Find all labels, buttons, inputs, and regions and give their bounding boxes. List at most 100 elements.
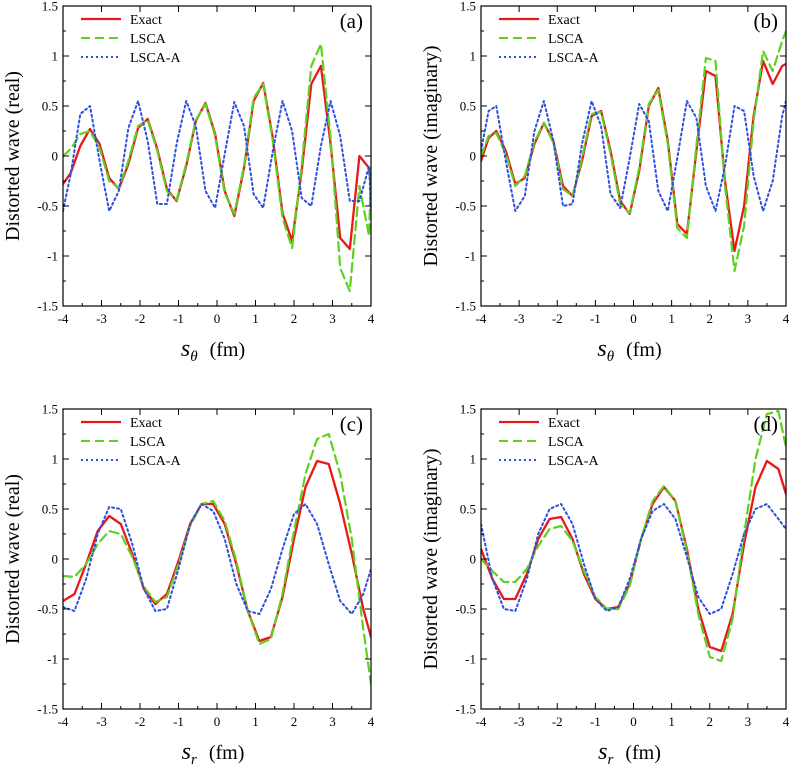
x-tick-label: 4 [783,714,790,729]
y-tick-label: 0 [52,149,59,164]
y-tick-label: 1 [470,452,477,467]
y-tick-label: -1.5 [455,299,476,314]
x-tick-label: 1 [252,311,259,326]
legend-label: Exact [548,416,580,431]
series-line-lsca-a [481,100,786,212]
legend-label: LSCA [548,435,585,450]
x-tick-label: -3 [96,714,107,729]
plot-frame [480,408,787,710]
panel-label: (c) [340,412,363,436]
x-tick-label: -2 [552,311,563,326]
series-line-lsca-a [63,100,371,212]
series-line-lsca [481,29,786,273]
x-tick-label: -3 [514,311,525,326]
x-tick-label: -3 [514,714,525,729]
x-tick-label: 2 [707,311,714,326]
series-line-lsca [481,409,786,663]
x-tick-label: 2 [291,311,298,326]
x-axis-label: sr (fm) [182,739,245,766]
legend-label: LSCA [548,32,585,47]
x-tick-label: 4 [368,714,375,729]
x-tick-label: 1 [252,714,259,729]
chart-panel-2: -4 -3 -2 -1 0 1 2 3 4 1.5 1 0.5 0 -0.5 -1 -1.5 sθ (fm) Dis… [420,0,790,365]
y-tick-label: -1.5 [37,299,58,314]
legend-label: LSCA [130,435,167,450]
x-tick-label: -1 [173,714,184,729]
legend-label: Exact [130,416,162,431]
y-tick-label: 0.5 [460,99,476,114]
legend-label: LSCA-A [130,454,181,469]
x-tick-label: 2 [291,714,298,729]
y-axis-label: Distorted wave (imaginary) [420,448,442,669]
y-tick-label: 1.5 [42,402,58,417]
x-tick-label: -1 [590,714,601,729]
legend-label: Exact [548,13,580,28]
series-line-exact [481,59,786,253]
x-tick-label: -2 [135,714,146,729]
x-tick-label: 1 [668,714,675,729]
x-tick-label: 0 [630,714,637,729]
x-tick-label: 1 [668,311,675,326]
legend-label: LSCA [130,32,167,47]
y-tick-label: 0 [470,149,477,164]
x-tick-label: 0 [214,714,221,729]
x-tick-label: -1 [173,311,184,326]
series-line-exact [481,459,786,653]
y-tick-label: 0 [470,552,477,567]
series-line-lsca-a [481,503,786,615]
y-tick-label: 1 [52,49,59,64]
x-tick-label: -4 [58,311,69,326]
y-tick-label: 1.5 [460,402,476,417]
y-tick-label: -1 [47,652,58,667]
y-axis-label: Distorted wave (real) [2,474,24,644]
chart-panel-1: -4 -3 -2 -1 0 1 2 3 4 1.5 1 0.5 0 -0.5 -1 -1.5 sθ (fm) Dis… [2,0,375,365]
y-tick-label: -1.5 [37,702,58,717]
x-tick-label: 4 [783,311,790,326]
y-axis-label: Distorted wave (imaginary) [420,45,442,266]
y-tick-label: -1 [47,249,58,264]
series-line-lsca [63,432,371,686]
y-tick-label: 1 [52,452,59,467]
x-axis-label: sθ (fm) [597,336,661,365]
panel-label: (d) [754,412,779,436]
x-tick-label: -4 [58,714,69,729]
legend-label: LSCA-A [548,51,599,66]
x-tick-label: 3 [329,714,336,729]
y-tick-label: 1.5 [460,0,476,14]
y-tick-label: -0.5 [455,199,476,214]
y-tick-label: -1 [465,249,476,264]
legend-label: Exact [130,13,162,28]
x-tick-label: 2 [707,714,714,729]
x-tick-label: 0 [630,311,637,326]
series-line-lsca [63,42,371,293]
y-tick-label: 0.5 [42,502,58,517]
x-tick-label: -3 [96,311,107,326]
plot-frame [62,408,372,710]
chart-panel-3: -4 -3 -2 -1 0 1 2 3 4 1.5 1 0.5 0 -0.5 -1 -1.5 sr (fm) Dis… [2,402,375,766]
x-tick-label: -2 [135,311,146,326]
y-tick-label: -0.5 [455,602,476,617]
x-tick-label: -2 [552,714,563,729]
series-line-exact [63,64,371,251]
x-axis-label: sθ (fm) [181,336,245,365]
panel-label: (b) [754,9,779,33]
x-tick-label: 3 [745,714,752,729]
x-tick-label: -1 [590,311,601,326]
y-axis-label: Distorted wave (real) [2,71,24,241]
y-tick-label: 1 [470,49,477,64]
x-tick-label: 4 [368,311,375,326]
y-tick-label: -1 [465,652,476,667]
y-tick-label: 0.5 [42,99,58,114]
series-line-lsca-a [63,503,371,615]
y-tick-label: -0.5 [37,199,58,214]
panel-label: (a) [340,9,363,33]
y-tick-label: 0 [52,552,59,567]
chart-panel-4: -4 -3 -2 -1 0 1 2 3 4 1.5 1 0.5 0 -0.5 -1 -1.5 sr (fm) Dis… [420,402,790,766]
plot-frame [62,5,372,307]
x-tick-label: -4 [476,714,487,729]
x-tick-label: -4 [476,311,487,326]
legend-label: LSCA-A [130,51,181,66]
plot-frame [480,5,787,307]
x-tick-label: 3 [745,311,752,326]
